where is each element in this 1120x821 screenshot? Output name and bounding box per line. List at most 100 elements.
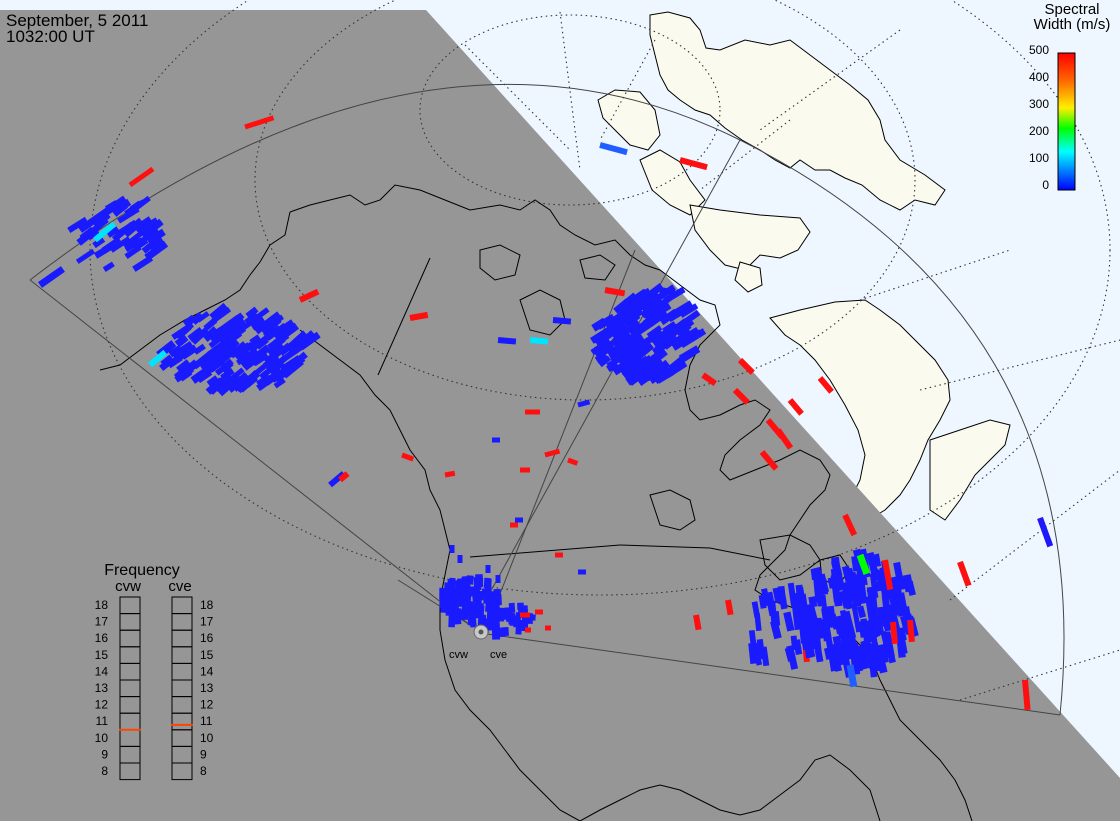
colorbar-tick: 400 bbox=[1029, 70, 1049, 84]
radar-echo bbox=[493, 607, 502, 619]
radar-echo bbox=[824, 630, 836, 659]
radar-echo bbox=[129, 200, 142, 212]
radar-echo bbox=[794, 594, 804, 608]
colorbar-tick: 0 bbox=[1042, 178, 1049, 192]
radar-echo bbox=[851, 555, 860, 572]
radar-echo bbox=[646, 325, 663, 339]
radar-echo bbox=[650, 302, 672, 320]
radar-echo bbox=[127, 228, 146, 245]
radar-echo bbox=[604, 287, 626, 297]
radar-echo bbox=[452, 601, 459, 611]
radar-echo bbox=[493, 588, 502, 602]
radar-echo bbox=[109, 236, 131, 253]
radar-echo bbox=[470, 586, 478, 597]
radar-echo bbox=[174, 334, 189, 348]
radar-echo bbox=[231, 374, 252, 392]
radar-echo bbox=[208, 357, 225, 373]
radar-echo bbox=[873, 580, 883, 592]
radar-echo bbox=[529, 337, 549, 345]
frequency-level-label: 8 bbox=[200, 764, 207, 778]
radar-echo bbox=[772, 587, 782, 604]
radar-echo bbox=[793, 639, 803, 655]
radar-echo bbox=[160, 354, 174, 367]
radar-echo bbox=[75, 248, 96, 264]
radar-echo bbox=[856, 605, 867, 619]
radar-echo bbox=[839, 590, 851, 609]
radar-echo bbox=[777, 585, 787, 605]
radar-echo bbox=[842, 513, 858, 537]
radar-echo bbox=[848, 637, 857, 649]
radar-echo bbox=[849, 647, 861, 675]
radar-echo bbox=[648, 330, 665, 343]
radar-echo bbox=[273, 325, 292, 341]
radar-echo bbox=[290, 351, 308, 368]
radar-echo bbox=[205, 348, 225, 365]
radar-echo bbox=[544, 448, 561, 458]
colorbar-tick: 100 bbox=[1029, 151, 1049, 165]
radar-echo bbox=[885, 643, 896, 664]
radar-echo bbox=[409, 311, 429, 321]
radar-echo bbox=[641, 302, 661, 319]
radar-echo bbox=[732, 387, 750, 405]
radar-echo bbox=[202, 326, 219, 342]
radar-echo bbox=[440, 596, 450, 613]
radar-echo bbox=[817, 376, 834, 394]
radar-echo bbox=[640, 297, 659, 314]
radar-echo bbox=[614, 306, 635, 323]
frequency-cell-cve bbox=[171, 762, 193, 781]
frequency-level-label: 17 bbox=[95, 615, 109, 629]
radar-echo bbox=[846, 664, 858, 688]
radar-echo bbox=[203, 317, 218, 331]
radar-echo bbox=[180, 344, 198, 360]
radar-echo bbox=[844, 610, 857, 639]
radar-echo bbox=[679, 330, 694, 344]
radar-echo bbox=[176, 359, 191, 372]
frequency-cell-cvw bbox=[119, 762, 141, 781]
radar-echo bbox=[1022, 679, 1031, 711]
radar-echo bbox=[871, 568, 881, 582]
radar-echo bbox=[825, 612, 834, 628]
radar-echo bbox=[148, 349, 168, 368]
radar-site-center bbox=[478, 629, 484, 635]
radar-echo bbox=[758, 594, 767, 609]
frequency-col-cvw: cvw bbox=[115, 578, 141, 595]
frequency-level-label: 9 bbox=[101, 747, 108, 761]
radar-echo bbox=[267, 331, 290, 351]
radar-echo bbox=[112, 202, 129, 217]
radar-echo bbox=[653, 365, 676, 385]
radar-fov bbox=[29, 83, 1065, 716]
radar-echo bbox=[567, 457, 579, 466]
radar-echo bbox=[813, 627, 822, 651]
radar-echo bbox=[957, 560, 972, 587]
radar-echo bbox=[872, 616, 883, 636]
radar-echo bbox=[218, 326, 240, 346]
frequency-level-label: 11 bbox=[200, 714, 213, 728]
radar-echo bbox=[830, 568, 841, 599]
radar-echo bbox=[146, 228, 166, 245]
radar-echo bbox=[895, 575, 906, 591]
radar-echo bbox=[171, 321, 194, 340]
radar-echo bbox=[754, 613, 762, 632]
radar-echo bbox=[859, 584, 868, 604]
radar-echo bbox=[261, 311, 281, 328]
radar-echo bbox=[624, 352, 642, 368]
radar-echo bbox=[234, 342, 251, 357]
radar-echo bbox=[816, 584, 824, 597]
radar-echo bbox=[220, 359, 234, 373]
colorbar-title-line1: Spectral bbox=[1044, 1, 1099, 18]
radar-echo bbox=[469, 602, 479, 616]
radar-echo bbox=[221, 316, 246, 338]
radar-echo bbox=[196, 369, 213, 384]
radar-echo bbox=[243, 352, 264, 370]
frequency-level-label: 17 bbox=[200, 615, 214, 629]
radar-echo bbox=[663, 286, 686, 304]
radar-echo bbox=[643, 283, 664, 301]
radar-echo bbox=[660, 310, 675, 324]
radar-echo bbox=[473, 576, 481, 588]
radar-echo bbox=[616, 332, 634, 347]
radar-echo bbox=[751, 642, 763, 666]
radar-echo bbox=[1037, 516, 1054, 548]
radar-echo bbox=[497, 337, 517, 345]
frequency-level-label: 9 bbox=[200, 747, 207, 761]
radar-echo bbox=[662, 321, 677, 334]
